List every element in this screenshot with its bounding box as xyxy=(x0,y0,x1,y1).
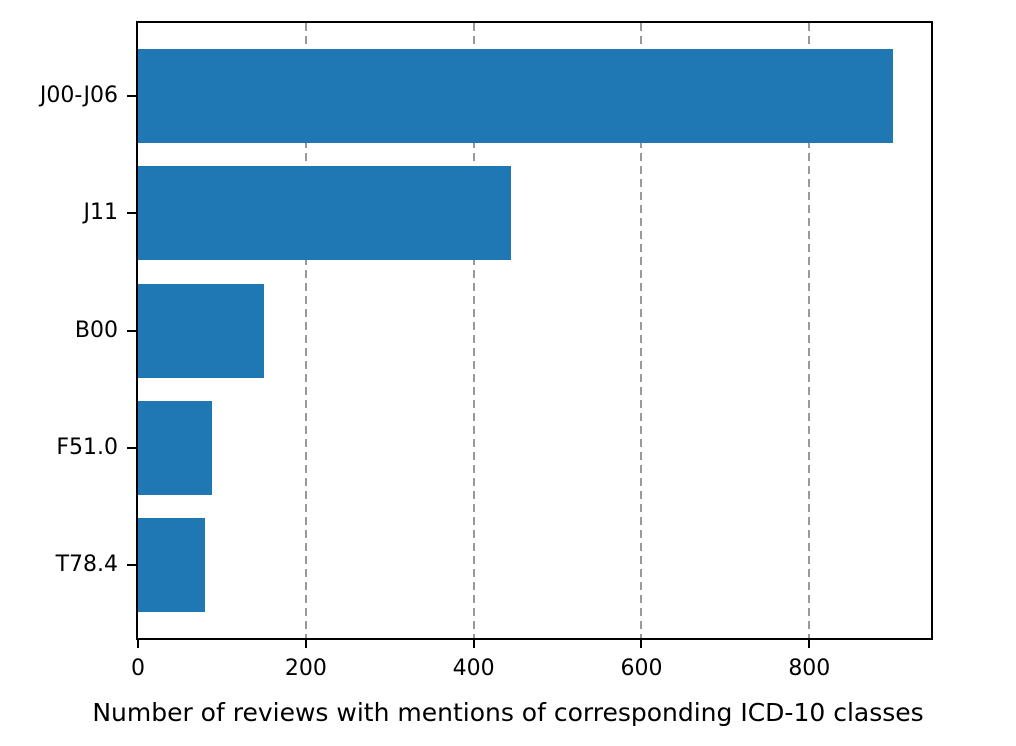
y-tick-mark-j11 xyxy=(127,212,136,215)
x-tick-mark-600 xyxy=(640,640,643,648)
x-tick-label-200: 200 xyxy=(284,656,327,681)
y-tick-label-j11: J11 xyxy=(83,200,118,226)
x-tick-label-400: 400 xyxy=(452,656,495,681)
bar-j00-j06 xyxy=(138,49,894,143)
y-tick-label-b00: B00 xyxy=(74,317,118,343)
gridline-200 xyxy=(304,23,307,638)
plot-area xyxy=(136,21,933,640)
x-tick-mark-200 xyxy=(304,640,307,648)
x-tick-label-600: 600 xyxy=(620,656,663,681)
x-axis-label: Number of reviews with mentions of corre… xyxy=(92,698,924,727)
x-tick-mark-400 xyxy=(472,640,475,648)
y-tick-mark-b00 xyxy=(127,329,136,332)
y-tick-label-f51-0: F51.0 xyxy=(56,434,118,460)
y-tick-label-t78-4: T78.4 xyxy=(55,552,118,577)
x-tick-label-800: 800 xyxy=(788,656,831,681)
bar-f51-0 xyxy=(138,400,212,495)
bar-t78-4 xyxy=(138,518,206,612)
x-tick-mark-800 xyxy=(808,640,811,648)
y-tick-label-j00-j06: J00-J06 xyxy=(39,83,118,108)
gridline-600 xyxy=(640,23,643,638)
y-tick-mark-j00-j06 xyxy=(127,95,136,97)
bar-j11 xyxy=(138,166,511,261)
bar-b00 xyxy=(138,283,264,378)
y-tick-mark-f51-0 xyxy=(127,446,136,449)
x-tick-label-0: 0 xyxy=(131,656,145,681)
y-tick-mark-t78-4 xyxy=(127,564,136,566)
x-tick-mark-0 xyxy=(137,640,139,648)
gridline-800 xyxy=(808,23,811,638)
gridline-400 xyxy=(472,23,475,638)
